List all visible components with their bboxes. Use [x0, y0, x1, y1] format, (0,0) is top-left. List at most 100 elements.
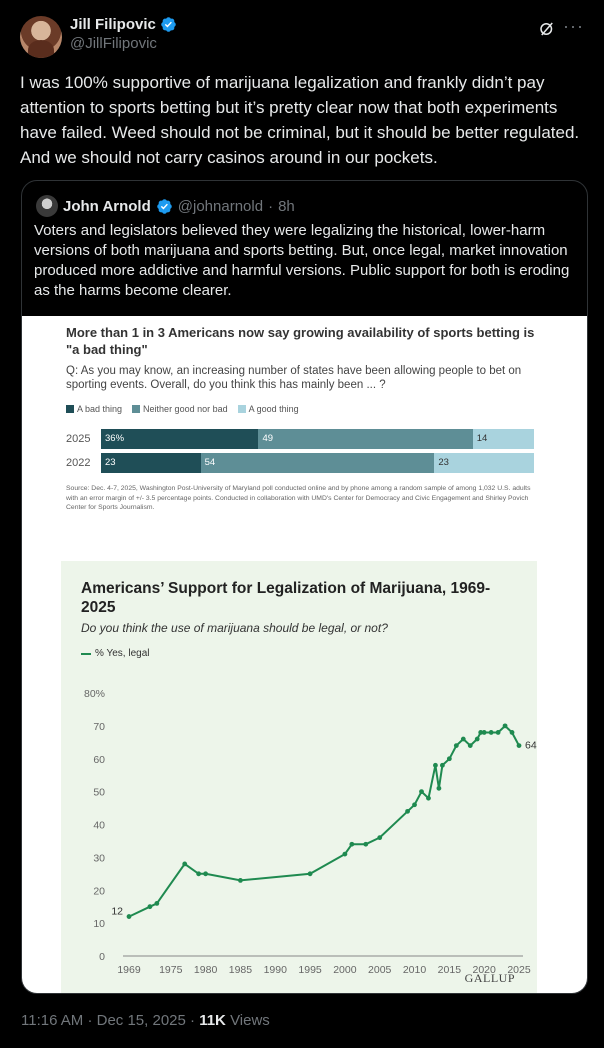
x-tick-label: 1969	[117, 964, 141, 976]
legend-label-good: A good thing	[248, 404, 299, 414]
y-tick-label: 10	[93, 918, 105, 930]
quote-text: Voters and legislators believed they wer…	[34, 222, 570, 299]
verified-badge-icon	[161, 17, 176, 32]
legend-item-good: A good thing	[237, 404, 299, 414]
post-date[interactable]: Dec 15, 2025	[96, 1012, 186, 1029]
line-chart-svg: 0 10 20 30 40 50 60 70 80% 1969 1975 1980 1985 1990 19…	[84, 688, 537, 976]
footer-separator: ·	[190, 1012, 196, 1029]
more-options-icon[interactable]: ···	[563, 16, 584, 36]
y-tick-label: 50	[93, 787, 105, 799]
bar-segment-a-good-thing: 14	[472, 429, 534, 449]
quote-verified-badge-icon	[157, 198, 172, 214]
legend-swatch-good	[237, 405, 246, 413]
bar-segment-a-bad-thing: 36%	[101, 429, 259, 449]
marijuana-chart-image[interactable]: Americans’ Support for Legalization of M…	[22, 553, 587, 993]
y-tick-label: 70	[93, 721, 105, 733]
chart2-title: Americans’ Support for Legalization of M…	[81, 580, 491, 616]
quote-author-name: John Arnold	[63, 197, 151, 215]
legend-line-swatch	[81, 652, 91, 655]
chart2-legend: % Yes, legal	[81, 648, 150, 659]
data-point	[509, 730, 515, 735]
x-tick-label: 2000	[333, 964, 357, 976]
stacked-bar-2025: 36% 49 14	[101, 429, 534, 449]
legend-label-bad: A bad thing	[77, 404, 123, 414]
views-count: 11K	[199, 1012, 226, 1029]
data-point	[307, 871, 313, 877]
legend-line-label: % Yes, legal	[95, 648, 150, 659]
y-tick-label: 60	[93, 754, 105, 766]
legend-label-neither: Neither good nor bad	[143, 404, 228, 414]
x-tick-label: 1990	[264, 964, 288, 976]
quote-time: 8h	[278, 197, 295, 215]
data-point	[419, 789, 424, 795]
x-tick-label: 2010	[403, 964, 427, 976]
y-tick-label: 20	[93, 885, 105, 897]
author-handle[interactable]: @JillFilipovic	[70, 35, 157, 52]
views-label: Views	[230, 1012, 270, 1029]
data-point	[405, 808, 410, 814]
data-point	[182, 861, 188, 867]
author-name-block[interactable]: Jill Filipovic @JillFilipovic	[70, 16, 177, 52]
data-point	[203, 871, 209, 877]
author-avatar[interactable]	[20, 16, 62, 58]
data-point	[478, 730, 484, 735]
data-point	[238, 877, 243, 883]
y-tick-label: 40	[93, 820, 105, 832]
data-point	[349, 841, 355, 847]
sports-betting-chart-image[interactable]: More than 1 in 3 Americans now say growi…	[22, 316, 587, 553]
y-tick-label: 80%	[84, 688, 105, 700]
legend-item-bad: A bad thing	[66, 404, 122, 414]
chart1-source: Source: Dec. 4-7, 2025, Washington Post-…	[66, 485, 531, 511]
legend-swatch-neither	[132, 405, 141, 413]
grok-icon[interactable]	[538, 20, 556, 38]
quoted-tweet[interactable]: John Arnold @johnarnold · 8h Voters and …	[21, 180, 588, 994]
y-tick-label: 0	[99, 951, 105, 963]
data-point	[439, 762, 445, 768]
data-point	[502, 723, 508, 729]
tweet-text: I was 100% supportive of marijuana legal…	[20, 73, 580, 167]
chart2-panel: Americans’ Support for Legalization of M…	[61, 561, 537, 993]
bar-row-2025: 2025 36% 49 14	[66, 429, 534, 449]
bar-segment-a-good-thing: 23	[434, 453, 534, 473]
data-point	[342, 851, 348, 857]
x-tick-label: 1995	[298, 964, 322, 976]
x-tick-label: 1980	[194, 964, 218, 976]
data-point	[488, 730, 494, 735]
data-point	[516, 743, 522, 748]
data-point	[467, 743, 473, 748]
author-name-text[interactable]: Jill Filipovic	[70, 16, 156, 33]
bar-segment-neither-good-nor-bad: 49	[258, 429, 473, 449]
data-point	[154, 901, 160, 906]
data-point	[363, 841, 369, 847]
x-tick-label: 2020	[472, 964, 496, 976]
x-tick-label: 1975	[159, 964, 183, 976]
data-point	[446, 756, 452, 762]
bar-row-2022: 2022 23 54 23	[66, 453, 534, 473]
post-time[interactable]: 11:16 AM	[21, 1012, 84, 1029]
quote-author-avatar	[36, 195, 58, 217]
data-point	[377, 835, 383, 841]
quote-header: John Arnold @johnarnold · 8h	[36, 195, 295, 217]
data-point	[453, 743, 459, 748]
data-point	[474, 736, 480, 742]
stacked-bar-2022: 23 54 23	[101, 453, 534, 473]
legend-swatch-bad	[66, 405, 74, 413]
x-tick-label: 2015	[438, 964, 462, 976]
author-display-name[interactable]: Jill Filipovic	[70, 16, 177, 33]
y-tick-label: 30	[93, 852, 105, 864]
data-point	[433, 762, 438, 768]
x-tick-label: 2025	[507, 964, 531, 976]
data-point	[481, 730, 487, 735]
data-point	[196, 871, 202, 877]
chart1-title: More than 1 in 3 Americans now say growi…	[66, 325, 535, 357]
data-point	[412, 802, 417, 808]
data-point	[126, 914, 132, 919]
chart2-subtitle: Do you think the use of marijuana should…	[81, 621, 388, 635]
series-line-yes-legal	[128, 724, 520, 918]
chart1-legend: A bad thing Neither good nor bad A good …	[66, 404, 299, 414]
chart1-question: Q: As you may know, an increasing number…	[66, 365, 522, 391]
tweet-header: Jill Filipovic @JillFilipovic ···	[20, 14, 590, 58]
data-point	[426, 795, 431, 801]
bar-year-label: 2025	[66, 433, 91, 445]
footer-separator: ·	[87, 1012, 93, 1029]
